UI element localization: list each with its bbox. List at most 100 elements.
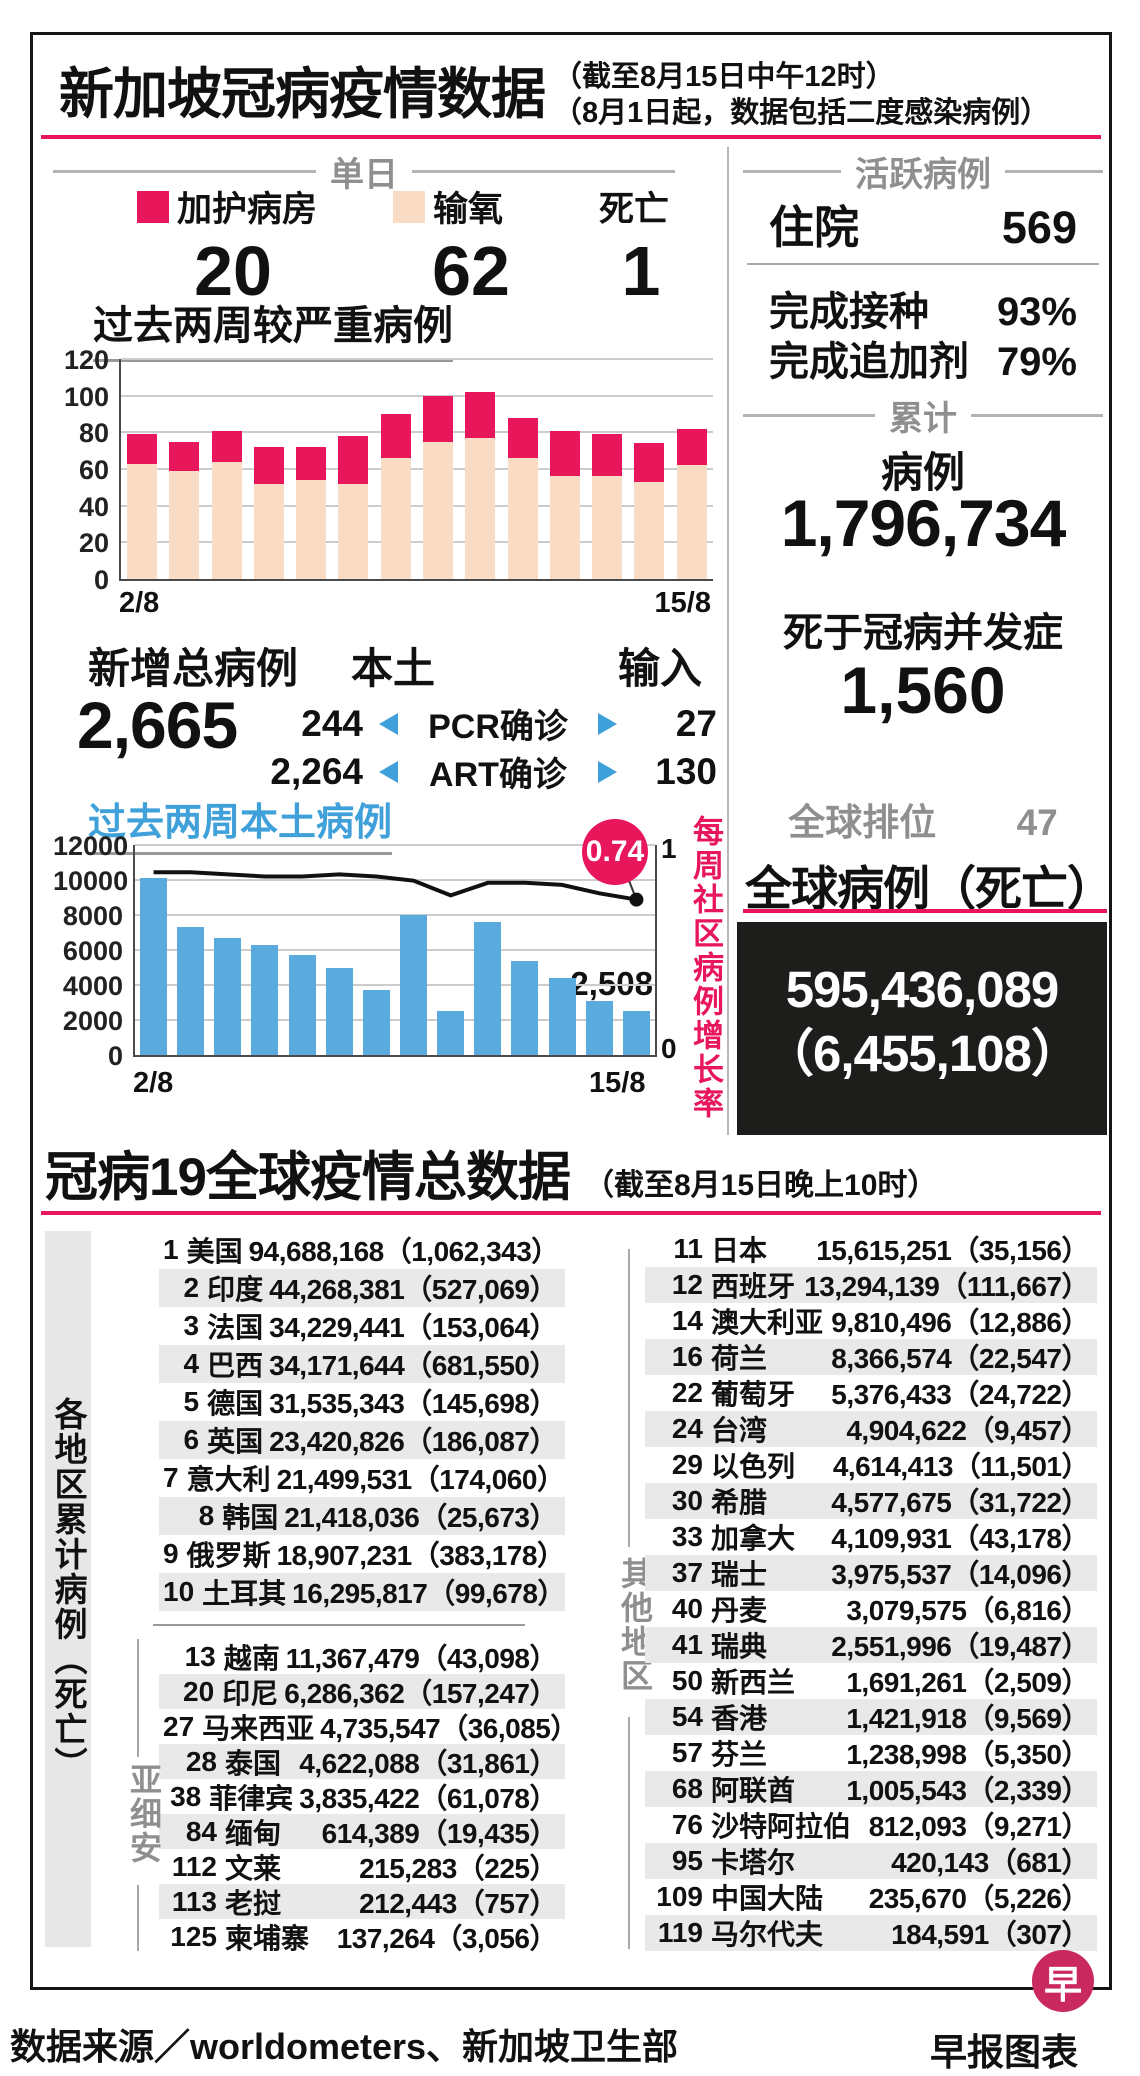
country-value: 4,904,622（9,457） xyxy=(846,1415,1089,1446)
country-rank: 2 xyxy=(183,1272,200,1303)
icu-bar-segment xyxy=(465,392,496,438)
art-import-value: 130 xyxy=(655,750,717,792)
world-note: （截至8月15日晚上10时） xyxy=(583,1169,938,1202)
table-row: 5 德国 31,535,343（145,698） xyxy=(159,1383,565,1421)
country-value: 11,367,479（43,098） xyxy=(285,1642,558,1674)
country-value: 3,975,537（14,096） xyxy=(831,1559,1089,1590)
art-local-value: 2,264 xyxy=(270,750,363,792)
oxygen-bar-segment xyxy=(253,483,284,579)
icu-bar-segment xyxy=(423,395,453,442)
local-cases-bar xyxy=(140,878,167,1055)
icu-bar-segment xyxy=(549,430,580,477)
country-value: 812,093（9,271） xyxy=(868,1811,1090,1842)
country-name: 缅甸 xyxy=(225,1817,282,1849)
section-daily: 单日 xyxy=(53,147,675,196)
country-rank: 14 xyxy=(671,1305,703,1336)
table-row: 57 芬兰 1,238,998（5,350） xyxy=(645,1735,1097,1771)
gridline xyxy=(121,431,713,434)
country-rank: 84 xyxy=(185,1815,217,1847)
data-source: 数据来源／worldometers、新加坡卫生部 xyxy=(10,2026,679,2067)
oxygen-bar-segment xyxy=(634,481,665,579)
oxygen-bar-segment xyxy=(676,465,707,579)
country-value: 4,577,675（31,722） xyxy=(831,1487,1089,1518)
country-name: 澳大利亚 xyxy=(711,1307,824,1338)
country-value: 212,443（757） xyxy=(359,1887,557,1919)
local-cases-bar xyxy=(400,915,427,1055)
table-row: 95 卡塔尔 420,143（681） xyxy=(645,1843,1097,1879)
table-row: 37 瑞士 3,975,537（14,096） xyxy=(645,1555,1097,1591)
country-name: 瑞典 xyxy=(711,1631,768,1662)
oxygen-bar-segment xyxy=(169,470,200,579)
icu-bar-segment xyxy=(211,430,242,462)
country-value: 3,835,422（61,078） xyxy=(299,1782,557,1814)
country-name: 英国 xyxy=(207,1426,264,1457)
table-row: 38 菲律宾 3,835,422（61,078） xyxy=(159,1779,565,1814)
vaccinated-value: 93% xyxy=(996,290,1077,334)
legend-oxygen-label: 输氧 xyxy=(433,190,504,229)
country-rank: 6 xyxy=(183,1424,200,1455)
legend-oxygen: 输氧 xyxy=(393,181,503,232)
side-strip-label: 各地区累计病例（死亡） xyxy=(50,1396,87,1782)
country-rank: 28 xyxy=(185,1745,217,1777)
daily-death-value: 1 xyxy=(621,232,661,310)
table-row: 29 以色列 4,614,413（11,501） xyxy=(645,1447,1097,1483)
table-row: 40 丹麦 3,079,575（6,816） xyxy=(645,1591,1097,1627)
country-rank: 119 xyxy=(657,1917,703,1948)
country-name: 泰国 xyxy=(225,1747,282,1779)
arrow-left-icon xyxy=(379,760,398,783)
country-value: 4,622,088（31,861） xyxy=(299,1747,557,1779)
y-axis-tick: 80 xyxy=(78,418,109,449)
country-rank: 10 xyxy=(163,1576,195,1607)
country-rank: 38 xyxy=(170,1780,202,1812)
header-notes: （截至8月15日中午12时） （8月1日起，数据包括二度感染病例） xyxy=(553,59,1049,131)
country-rank: 7 xyxy=(163,1462,179,1493)
chart1-title: 过去两周较严重病例 xyxy=(93,293,453,362)
hospitalised-row: 住院 569 xyxy=(743,191,1103,256)
table-row: 30 希腊 4,577,675（31,722） xyxy=(645,1483,1097,1519)
country-rank: 112 xyxy=(171,1850,217,1882)
country-rank: 33 xyxy=(671,1521,703,1552)
y-axis-tick: 40 xyxy=(78,491,109,522)
country-rank: 40 xyxy=(671,1593,703,1624)
global-cases-box: 595,436,089 （6,455,108） xyxy=(737,922,1107,1135)
asean-label: 亚细安 xyxy=(126,1763,162,1865)
section-daily-label: 单日 xyxy=(330,156,398,194)
table-row: 22 葡萄牙 5,376,433（24,722） xyxy=(645,1375,1097,1411)
country-value: 9,810,496（12,886） xyxy=(831,1307,1089,1338)
country-rank: 11 xyxy=(673,1233,703,1264)
oxygen-bar-segment xyxy=(465,437,496,579)
country-name: 希腊 xyxy=(711,1487,768,1518)
booster-value: 79% xyxy=(996,340,1077,384)
country-value: 3,079,575（6,816） xyxy=(846,1595,1089,1626)
table-row: 16 荷兰 8,366,574（22,547） xyxy=(645,1339,1097,1375)
column-divider xyxy=(727,147,729,1135)
oxygen-bar-segment xyxy=(507,458,538,579)
active-divider xyxy=(747,263,1099,265)
country-rank: 30 xyxy=(671,1485,703,1516)
country-rank: 3 xyxy=(183,1310,200,1341)
global-title-rule xyxy=(743,909,1107,913)
table-row: 20 印尼 6,286,362（157,247） xyxy=(159,1674,565,1709)
country-value: 16,295,817（99,678） xyxy=(292,1578,565,1609)
country-name: 马尔代夫 xyxy=(711,1919,824,1950)
country-rank: 50 xyxy=(671,1665,703,1696)
zaobao-logo-icon: 早 xyxy=(1032,1950,1094,2012)
daily-oxygen-value: 62 xyxy=(432,232,510,310)
country-rank: 41 xyxy=(671,1629,703,1660)
gridline xyxy=(121,358,713,360)
credit-label: 早报图表 xyxy=(930,2032,1078,2073)
table-row: 10 土耳其 16,295,817（99,678） xyxy=(159,1573,565,1611)
country-rank: 22 xyxy=(671,1377,703,1408)
arrow-left-icon xyxy=(379,712,398,735)
oxygen-bar-segment xyxy=(380,458,411,579)
country-name: 日本 xyxy=(711,1235,768,1266)
country-name: 阿联酋 xyxy=(711,1775,796,1806)
country-rank: 4 xyxy=(183,1348,200,1379)
gridline xyxy=(121,541,713,544)
section-cumulative: 累计 xyxy=(743,391,1103,440)
country-rank: 13 xyxy=(184,1640,216,1672)
local-cases-bar xyxy=(251,944,279,1055)
country-value: 15,615,251（35,156） xyxy=(816,1235,1089,1266)
new-cases-label: 新增总病例 xyxy=(88,645,299,692)
